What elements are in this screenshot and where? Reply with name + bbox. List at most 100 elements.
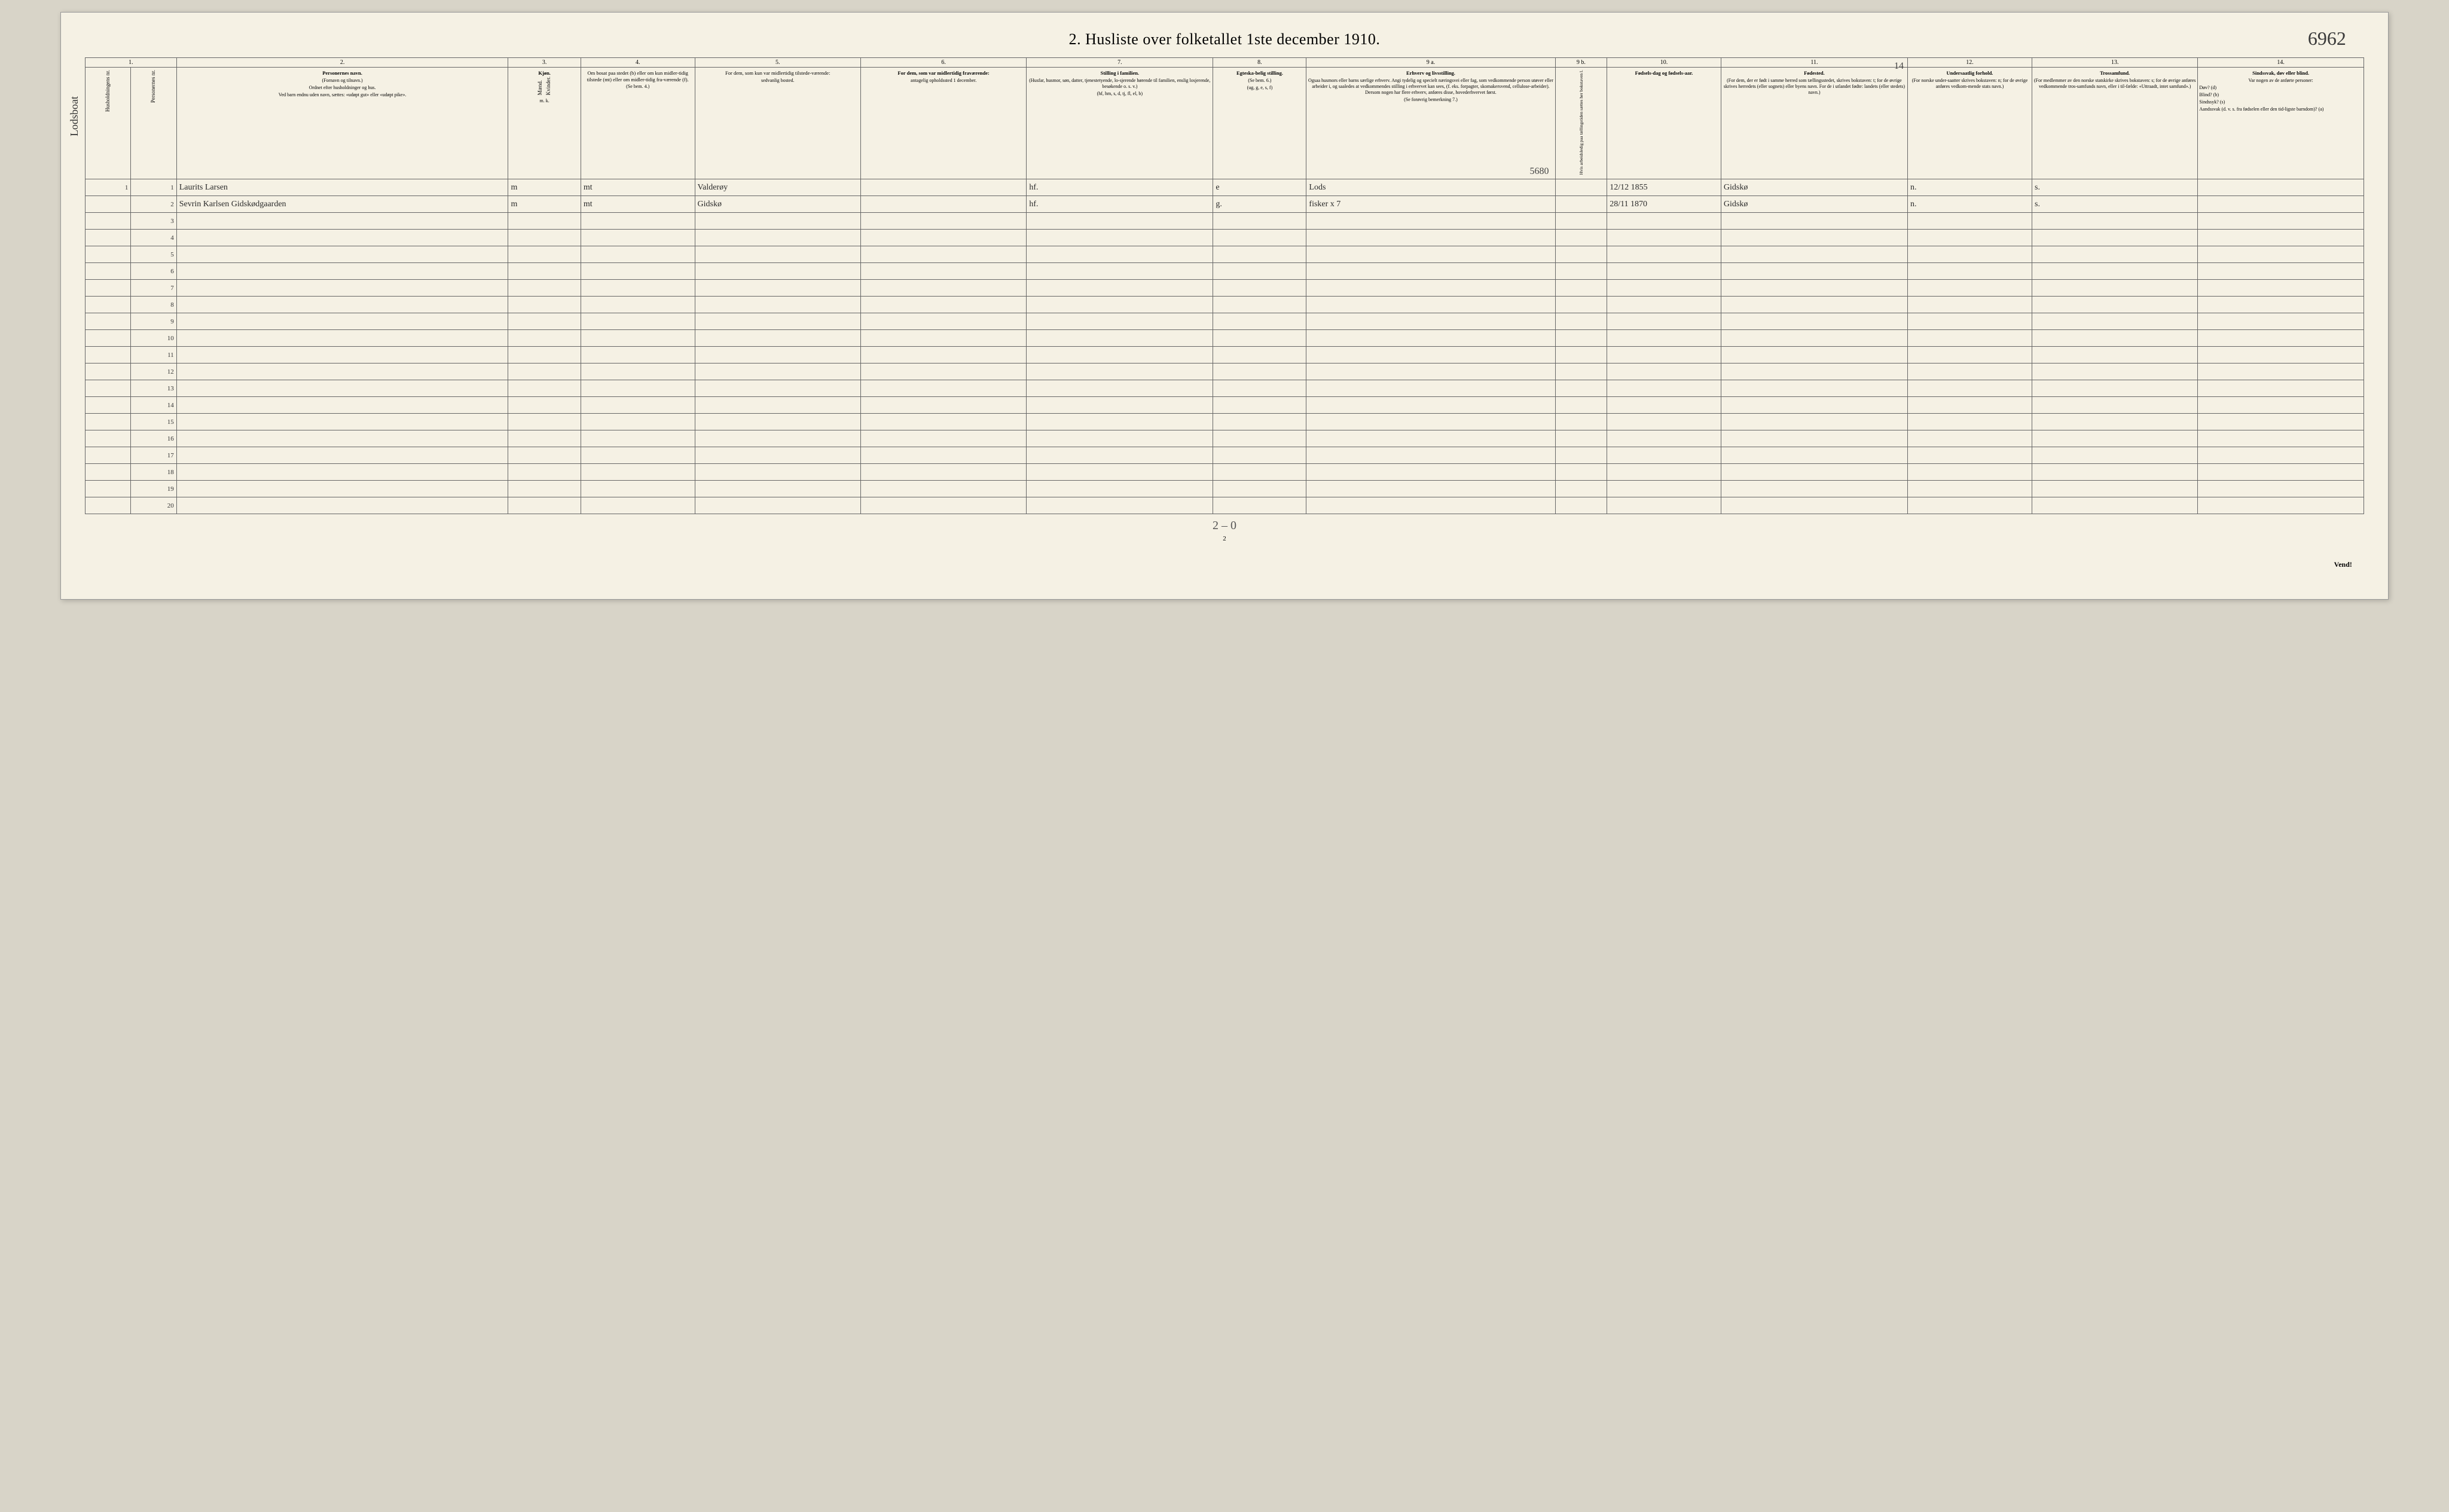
cell <box>1306 297 1555 313</box>
cell: hf. <box>1027 196 1213 213</box>
cell-household-no <box>85 330 131 347</box>
table-row: 17 <box>85 447 2364 464</box>
cell <box>176 430 508 447</box>
cell-person-no: 3 <box>131 213 176 230</box>
cell <box>176 280 508 297</box>
cell <box>581 230 695 246</box>
cell <box>1027 347 1213 364</box>
colnum-4: 4. <box>581 58 695 68</box>
hdr-trossamfund: Trossamfund. (For medlemmer av den norsk… <box>2032 68 2198 179</box>
cell: 12/12 1855 <box>1607 179 1721 196</box>
cell-household-no <box>85 397 131 414</box>
cell <box>508 230 581 246</box>
cell <box>1027 414 1213 430</box>
table-row: 2Sevrin Karlsen GidskødgaardenmmtGidskøh… <box>85 196 2364 213</box>
cell <box>581 246 695 263</box>
cell-household-no <box>85 313 131 330</box>
cell <box>1721 364 1907 380</box>
cell <box>1907 230 2032 246</box>
table-row: 6 <box>85 263 2364 280</box>
cell <box>1306 397 1555 414</box>
colnum-10: 10. <box>1607 58 1721 68</box>
cell: m <box>508 196 581 213</box>
table-row: 10 <box>85 330 2364 347</box>
cell-person-no: 9 <box>131 313 176 330</box>
cell <box>2032 464 2198 481</box>
cell <box>1907 447 2032 464</box>
cell <box>2198 380 2364 397</box>
hdr-stilling-fam: Stilling i familien. (Husfar, husmor, sø… <box>1027 68 1213 179</box>
table-row: 3 <box>85 213 2364 230</box>
cell <box>508 246 581 263</box>
cell <box>2032 213 2198 230</box>
cell <box>860 397 1026 414</box>
cell <box>581 313 695 330</box>
cell <box>508 364 581 380</box>
cell <box>1306 380 1555 397</box>
cell <box>1213 330 1306 347</box>
cell <box>1213 313 1306 330</box>
cell <box>581 481 695 497</box>
cell <box>176 380 508 397</box>
cell <box>2198 179 2364 196</box>
hdr-egteskab: Egteska-belig stilling. (Se bem. 6.) (ug… <box>1213 68 1306 179</box>
cell <box>2032 263 2198 280</box>
cell <box>1721 330 1907 347</box>
cell <box>1721 263 1907 280</box>
cell: Valderøy <box>695 179 860 196</box>
cell <box>1027 364 1213 380</box>
cell <box>2198 280 2364 297</box>
cell <box>2198 313 2364 330</box>
cell <box>2032 347 2198 364</box>
cell <box>860 380 1026 397</box>
cell-person-no: 17 <box>131 447 176 464</box>
cell <box>581 280 695 297</box>
cell: Sevrin Karlsen Gidskødgaarden <box>176 196 508 213</box>
cell <box>695 330 860 347</box>
hdr-fodsel: Fødsels-dag og fødsels-aar. <box>1607 68 1721 179</box>
cell <box>1306 263 1555 280</box>
cell <box>176 414 508 430</box>
cell <box>860 196 1026 213</box>
cell <box>2198 263 2364 280</box>
cell-person-no: 16 <box>131 430 176 447</box>
cell <box>1213 380 1306 397</box>
cell <box>508 464 581 481</box>
cell <box>695 246 860 263</box>
cell-person-no: 11 <box>131 347 176 364</box>
table-row: 9 <box>85 313 2364 330</box>
colnum-11: 11. <box>1721 58 1907 68</box>
cell <box>508 280 581 297</box>
bottom-handwritten-count: 2 – 0 <box>85 519 2364 533</box>
cell-person-no: 2 <box>131 196 176 213</box>
cell <box>860 447 1026 464</box>
cell <box>1027 297 1213 313</box>
cell <box>176 364 508 380</box>
cell <box>1555 414 1607 430</box>
hdr-undersaat: Undersaatlig forhold. (For norske under-… <box>1907 68 2032 179</box>
cell <box>1306 213 1555 230</box>
table-row: 8 <box>85 297 2364 313</box>
cell <box>1306 364 1555 380</box>
cell <box>581 397 695 414</box>
cell <box>581 414 695 430</box>
table-row: 19 <box>85 481 2364 497</box>
table-row: 5 <box>85 246 2364 263</box>
cell <box>695 313 860 330</box>
colnum-5: 5. <box>695 58 860 68</box>
cell <box>1721 481 1907 497</box>
cell: Gidskø <box>1721 179 1907 196</box>
cell <box>1555 297 1607 313</box>
cell <box>1907 213 2032 230</box>
cell-person-no: 19 <box>131 481 176 497</box>
cell <box>1306 246 1555 263</box>
cell <box>695 397 860 414</box>
cell <box>581 297 695 313</box>
cell <box>176 213 508 230</box>
cell <box>1607 263 1721 280</box>
cell <box>695 464 860 481</box>
cell <box>176 497 508 514</box>
cell: n. <box>1907 196 2032 213</box>
cell <box>1607 397 1721 414</box>
cell-person-no: 7 <box>131 280 176 297</box>
